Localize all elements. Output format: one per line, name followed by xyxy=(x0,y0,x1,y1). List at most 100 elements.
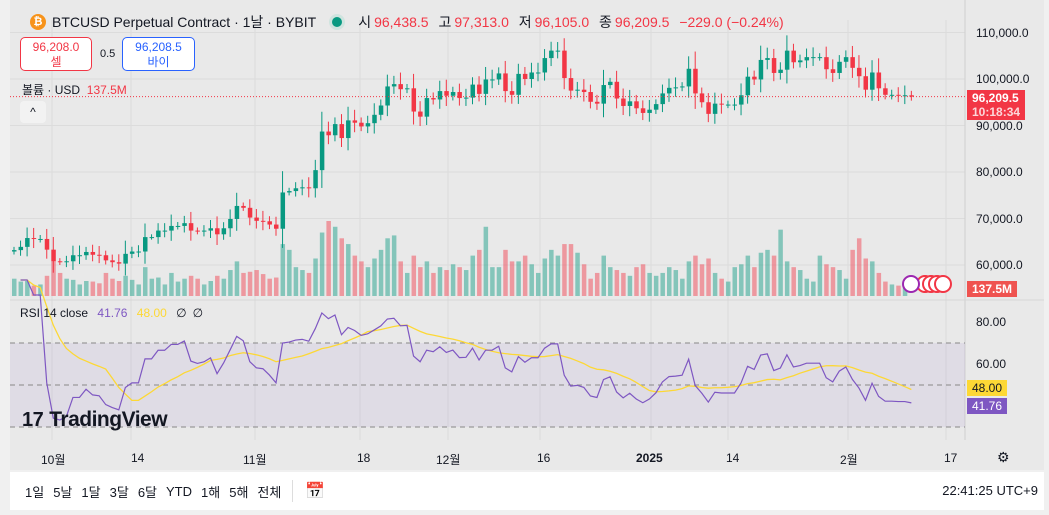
candle-body xyxy=(241,205,246,208)
candle-body xyxy=(391,84,397,87)
time-tick: 14 xyxy=(131,451,145,465)
candle-body xyxy=(182,223,187,226)
range-1y[interactable]: 1해 xyxy=(201,484,221,500)
volume-bar xyxy=(896,285,901,296)
candle-body xyxy=(850,57,855,68)
chart-settings-icon[interactable]: ⚙ xyxy=(997,449,1010,465)
volume-bar xyxy=(536,272,541,296)
volume-bar xyxy=(64,278,69,296)
volume-bar xyxy=(824,264,829,296)
candle-body xyxy=(804,57,810,61)
candle-body xyxy=(581,89,587,93)
volume-bar xyxy=(575,252,580,296)
range-1d[interactable]: 1일 xyxy=(25,484,45,500)
volume-bar xyxy=(758,252,764,296)
volume-bar xyxy=(31,285,37,296)
range-3m[interactable]: 3달 xyxy=(109,484,129,500)
volume-bar xyxy=(51,261,56,296)
candle-body xyxy=(51,249,56,262)
candle-body xyxy=(201,230,207,232)
volume-bar xyxy=(640,264,646,296)
sell-button[interactable]: 96,208.0 셀 xyxy=(20,37,92,71)
volume-bar xyxy=(568,244,574,296)
volume-bar xyxy=(136,284,141,296)
range-5y[interactable]: 5해 xyxy=(229,484,249,500)
candle-body xyxy=(522,73,528,79)
candle-body xyxy=(693,68,698,94)
volume-bar xyxy=(706,258,711,296)
volume-bar xyxy=(765,249,770,296)
volume-bar xyxy=(883,281,888,296)
spread-value: 0.5 xyxy=(100,48,116,60)
candle-body xyxy=(188,223,194,231)
volume-bar xyxy=(254,270,259,296)
time-tick: 2025 xyxy=(636,451,663,465)
candle-body xyxy=(247,207,253,218)
candle-body xyxy=(608,81,613,86)
clock-timezone[interactable]: 22:41:25 UTC+9 xyxy=(942,483,1038,498)
volume-bar xyxy=(784,261,790,296)
volume-bar xyxy=(608,267,613,296)
candle-body xyxy=(588,92,593,102)
volume-bar xyxy=(745,255,751,296)
volume-bar xyxy=(162,284,168,296)
candle-body xyxy=(673,87,679,89)
candle-body xyxy=(110,260,115,263)
volume-bar xyxy=(372,258,377,296)
candle-body xyxy=(228,218,233,229)
candle-body xyxy=(90,251,96,255)
candle-body xyxy=(162,230,168,232)
candle-body xyxy=(136,251,141,253)
candle-body xyxy=(503,73,508,92)
volume-bar xyxy=(391,235,397,296)
range-ytd[interactable]: YTD xyxy=(166,483,193,499)
candle-body xyxy=(77,255,82,257)
volume-bar xyxy=(850,249,855,296)
price-tick: 100,000.0 xyxy=(976,72,1030,86)
candle-body xyxy=(57,261,63,263)
volume-bar xyxy=(739,264,744,296)
volume-bar xyxy=(208,281,213,296)
volume-bar xyxy=(634,267,639,296)
candle-body xyxy=(254,217,259,221)
volume-bar xyxy=(444,270,449,296)
volume-bar xyxy=(581,264,587,296)
range-5d[interactable]: 5날 xyxy=(53,484,73,500)
volume-bar xyxy=(287,249,292,296)
tradingview-logo[interactable]: 17 TradingView xyxy=(22,408,168,431)
volume-bar xyxy=(490,267,495,296)
collapse-chevron-up-icon[interactable]: ^ xyxy=(20,101,46,123)
time-tick: 2월 xyxy=(840,453,858,467)
candle-body xyxy=(372,114,377,124)
symbol-title[interactable]: BTCUSD Perpetual Contract · 1날 · BYBIT xyxy=(52,14,317,30)
candle-body xyxy=(116,262,122,264)
volume-bar xyxy=(405,272,410,296)
candle-body xyxy=(667,87,672,94)
volume-bar xyxy=(129,279,135,296)
volume-bar xyxy=(280,244,286,296)
volume-bar xyxy=(110,278,115,296)
volume-bar xyxy=(70,279,76,296)
time-tick: 18 xyxy=(357,451,371,465)
range-6m[interactable]: 6달 xyxy=(137,484,158,500)
candle-body xyxy=(634,101,639,109)
volume-bar xyxy=(260,274,266,296)
chart-canvas[interactable] xyxy=(10,0,1044,470)
range-all[interactable]: 전체 xyxy=(257,484,282,500)
go-to-date-calendar-icon[interactable]: 📅 xyxy=(305,483,326,500)
volume-bar xyxy=(84,281,89,296)
volume-bar xyxy=(12,278,17,296)
chart-area[interactable]: ₿ BTCUSD Perpetual Contract · 1날 · BYBIT… xyxy=(10,0,1044,470)
candle-body xyxy=(84,251,89,256)
volume-bar xyxy=(346,244,351,296)
candle-body xyxy=(706,102,711,114)
range-1m[interactable]: 1달 xyxy=(81,484,101,500)
candle-body xyxy=(129,251,135,254)
candle-body xyxy=(156,230,161,238)
volume-bar xyxy=(653,275,659,296)
candle-body xyxy=(365,123,371,127)
candle-body xyxy=(765,58,770,60)
buy-button[interactable]: 96,208.5 바이 xyxy=(122,37,195,71)
rsi-line xyxy=(20,279,912,421)
volume-bar xyxy=(463,270,469,296)
